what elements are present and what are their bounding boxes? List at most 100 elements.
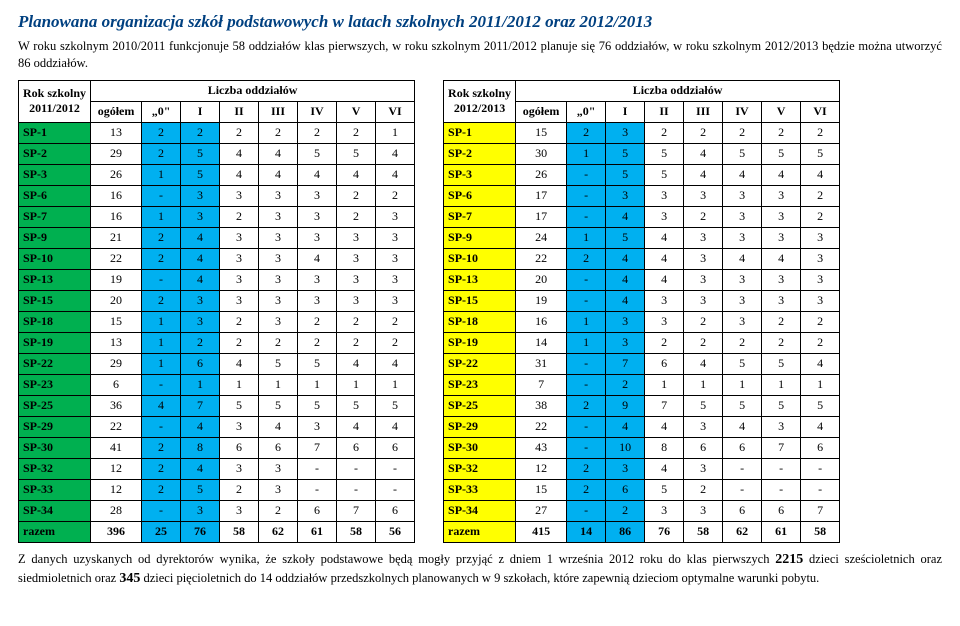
cell: 6 [298, 500, 337, 521]
cell: 2 [259, 122, 298, 143]
row-label: SP-13 [19, 269, 91, 290]
row-label: SP-29 [444, 416, 516, 437]
cell: 3 [606, 122, 645, 143]
cell: 2 [684, 122, 723, 143]
cell: 3 [220, 227, 259, 248]
cell: 26 [516, 164, 567, 185]
cell: - [567, 374, 606, 395]
cell: 6 [801, 437, 840, 458]
cell: 5 [762, 143, 801, 164]
cell: 2 [337, 185, 376, 206]
cell: 1 [181, 374, 220, 395]
cell: 5 [723, 353, 762, 374]
cell: 2 [645, 332, 684, 353]
cell: 14 [516, 332, 567, 353]
data-table: Rok szkolny2011/2012Liczba oddziałówogół… [18, 80, 415, 543]
cell: 3 [259, 269, 298, 290]
cell: 3 [606, 458, 645, 479]
footer-text: Z danych uzyskanych od dyrektorów wynika… [18, 551, 942, 589]
table-row: SP-2292544554 [19, 143, 415, 164]
cell: 2 [376, 311, 415, 332]
header-span: Liczba oddziałów [516, 80, 840, 101]
cell: 3 [259, 479, 298, 500]
cell: - [142, 374, 181, 395]
data-table: Rok szkolny2012/2013Liczba oddziałówogół… [443, 80, 840, 543]
cell: 1 [567, 311, 606, 332]
cell: 5 [337, 395, 376, 416]
row-label: SP-18 [19, 311, 91, 332]
cell: 4 [645, 416, 684, 437]
cell: 6 [723, 437, 762, 458]
cell: 2 [801, 206, 840, 227]
cell: 7 [645, 395, 684, 416]
cell: 3 [684, 185, 723, 206]
total-label: razem [19, 521, 91, 542]
cell: - [567, 164, 606, 185]
cell: 3 [337, 227, 376, 248]
cell: 2 [142, 227, 181, 248]
col-header: „0" [142, 101, 181, 122]
cell: 29 [91, 353, 142, 374]
cell: 2 [142, 437, 181, 458]
cell: 3 [259, 206, 298, 227]
cell: 3 [684, 248, 723, 269]
cell: 3 [259, 227, 298, 248]
row-label: SP-1 [444, 122, 516, 143]
cell: 1 [762, 374, 801, 395]
cell: - [762, 458, 801, 479]
cell: 2 [567, 458, 606, 479]
cell: - [567, 206, 606, 227]
row-label: SP-32 [444, 458, 516, 479]
footer-num2: 345 [119, 571, 140, 586]
cell: 26 [91, 164, 142, 185]
table-right: Rok szkolny2012/2013Liczba oddziałówogół… [443, 80, 840, 543]
cell: 2 [142, 122, 181, 143]
col-header: II [220, 101, 259, 122]
row-label: SP-32 [19, 458, 91, 479]
cell: - [142, 269, 181, 290]
table-row: SP-1132222221 [19, 122, 415, 143]
cell: 20 [516, 269, 567, 290]
table-row: SP-3427-233667 [444, 500, 840, 521]
cell: 2 [220, 311, 259, 332]
cell: - [762, 479, 801, 500]
cell: - [723, 479, 762, 500]
cell: 6 [376, 500, 415, 521]
cell: 5 [376, 395, 415, 416]
table-row: SP-3428-332676 [19, 500, 415, 521]
cell: 3 [684, 458, 723, 479]
footer-post: dzieci pięcioletnich do 14 oddziałów prz… [140, 571, 819, 585]
cell: 3 [220, 185, 259, 206]
row-label: SP-29 [19, 416, 91, 437]
row-label: SP-19 [444, 332, 516, 353]
cell: 4 [376, 143, 415, 164]
cell: 16 [91, 206, 142, 227]
total-cell: 86 [606, 521, 645, 542]
cell: 2 [142, 143, 181, 164]
cell: 1 [567, 332, 606, 353]
table-row: SP-9241543333 [444, 227, 840, 248]
cell: 1 [376, 374, 415, 395]
row-label: SP-3 [19, 164, 91, 185]
cell: 5 [762, 395, 801, 416]
cell: 3 [298, 227, 337, 248]
cell: - [298, 458, 337, 479]
cell: 1 [220, 374, 259, 395]
col-header: II [645, 101, 684, 122]
table-row: SP-1152322222 [444, 122, 840, 143]
col-header: I [181, 101, 220, 122]
cell: 3 [298, 416, 337, 437]
cell: 3 [645, 206, 684, 227]
cell: 6 [91, 374, 142, 395]
table-left: Rok szkolny2011/2012Liczba oddziałówogół… [18, 80, 415, 543]
cell: 2 [220, 122, 259, 143]
cell: 6 [606, 479, 645, 500]
cell: 6 [762, 500, 801, 521]
footer-num1: 2215 [775, 552, 803, 567]
cell: - [142, 416, 181, 437]
cell: 12 [91, 479, 142, 500]
cell: 4 [337, 416, 376, 437]
cell: 28 [91, 500, 142, 521]
cell: 22 [516, 416, 567, 437]
col-header: ogółem [516, 101, 567, 122]
